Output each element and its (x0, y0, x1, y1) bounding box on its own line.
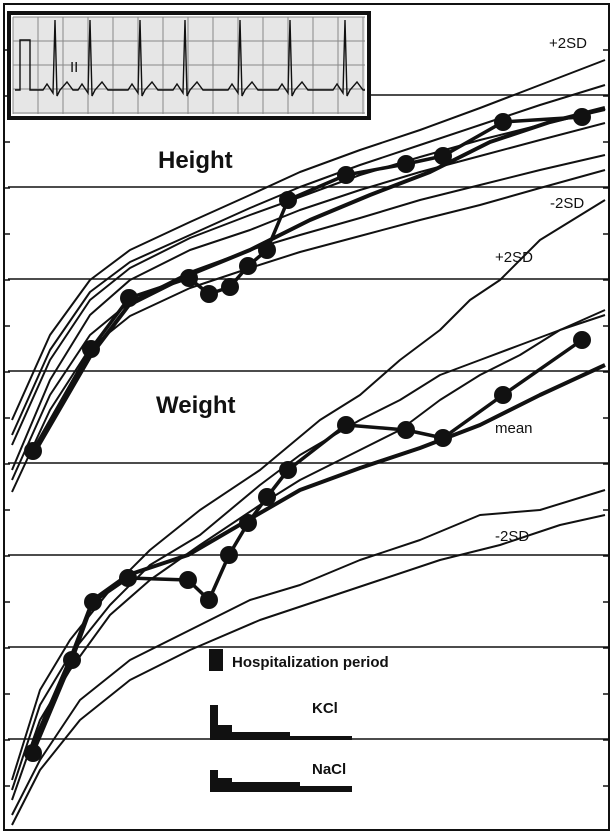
chart-frame (3, 3, 610, 831)
weight-data-point-11 (337, 416, 355, 434)
height-reference-line-2 (11, 109, 606, 446)
weight-reference-line-5 (11, 314, 606, 791)
height-plus2sd-label: +2SD (549, 35, 587, 52)
weight-data-point-12 (397, 421, 415, 439)
ecg-lead-label: II (70, 59, 78, 76)
nacl-bar (210, 770, 352, 792)
height-data-point-1 (24, 442, 42, 460)
nacl-label: NaCl (312, 761, 346, 778)
weight-data-point-9 (258, 488, 276, 506)
height-data-point-12 (434, 147, 452, 165)
weight-plus2sd-label: +2SD (495, 249, 533, 266)
ecg-trace (15, 19, 365, 97)
height-data-point-3 (120, 289, 138, 307)
weight-data-point-6 (200, 591, 218, 609)
height-data-point-11 (397, 155, 415, 173)
weight-data-point-8 (239, 514, 257, 532)
weight-reference-line-1 (11, 199, 606, 781)
weight-mean-label: mean (495, 420, 533, 437)
height-data-point-4 (180, 269, 198, 287)
weight-data-point-4 (119, 569, 137, 587)
weight-minus2sd-label: -2SD (495, 528, 529, 545)
height-data-point-6 (221, 278, 239, 296)
weight-data-point-13 (434, 429, 452, 447)
height-reference-line-1 (11, 122, 606, 471)
weight-data-point-7 (220, 546, 238, 564)
weight-reference-line-4 (11, 514, 606, 826)
hospitalization-bar (209, 649, 223, 671)
hospitalization-label: Hospitalization period (232, 654, 389, 671)
height-data-point-14 (573, 108, 591, 126)
height-data-point-8 (258, 241, 276, 259)
height-data-point-13 (494, 113, 512, 131)
weight-reference-line-2 (11, 309, 606, 801)
weight-data-point-3 (84, 593, 102, 611)
height-title: Height (158, 147, 233, 174)
height-data-point-5 (200, 285, 218, 303)
weight-reference-line-3 (11, 489, 606, 816)
kcl-label: KCl (312, 700, 338, 717)
height-reference-line-4 (11, 84, 606, 436)
weight-data-point-15 (573, 331, 591, 349)
kcl-bar (210, 705, 352, 740)
height-minus2sd-label: -2SD (550, 195, 584, 212)
height-data-point-2 (82, 340, 100, 358)
weight-title: Weight (156, 392, 236, 419)
height-reference-line-3 (11, 59, 606, 421)
height-data-point-9 (279, 191, 297, 209)
height-reference-line-6 (11, 169, 606, 493)
height-mean-line (31, 106, 606, 457)
weight-data-point-1 (24, 744, 42, 762)
weight-data-point-14 (494, 386, 512, 404)
height-data-point-7 (239, 257, 257, 275)
weight-data-point-10 (279, 461, 297, 479)
weight-data-point-2 (63, 651, 81, 669)
height-data-point-10 (337, 166, 355, 184)
weight-data-point-5 (179, 571, 197, 589)
